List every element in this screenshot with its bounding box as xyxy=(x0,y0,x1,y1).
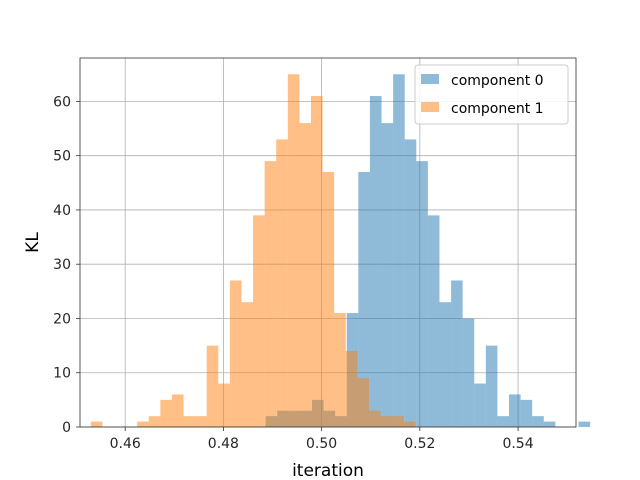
y-axis-label: KL xyxy=(23,232,43,253)
histogram-bar xyxy=(509,394,521,427)
y-tick-label: 20 xyxy=(53,311,71,327)
histogram-bar xyxy=(90,421,103,427)
histogram-bar xyxy=(392,416,404,427)
y-tick-label: 10 xyxy=(53,366,71,382)
histogram-bar xyxy=(218,383,230,427)
x-axis-label: iteration xyxy=(292,461,364,480)
histogram-bar xyxy=(345,351,358,427)
legend: component 0 component 1 xyxy=(414,64,569,125)
x-tick-label: 0.52 xyxy=(404,436,435,452)
histogram-bar xyxy=(183,416,196,427)
histogram-bar xyxy=(520,399,533,427)
histogram-bar xyxy=(229,280,242,427)
histogram-bar xyxy=(474,383,486,427)
histogram-bar xyxy=(451,280,463,427)
x-tick-label: 0.48 xyxy=(208,436,239,452)
histogram-bar xyxy=(148,416,161,427)
legend-swatch xyxy=(421,102,439,112)
histogram-bar xyxy=(195,416,207,427)
histogram-bar xyxy=(368,410,381,427)
histogram-bar xyxy=(171,394,184,427)
y-tick-label: 50 xyxy=(53,149,71,165)
histogram-bar xyxy=(485,345,498,427)
legend-label: component 1 xyxy=(451,101,544,117)
histogram-bar xyxy=(253,215,265,427)
plot-frame xyxy=(79,57,577,428)
histogram-bar xyxy=(380,416,393,427)
histogram-bar xyxy=(287,74,300,427)
histogram-bar xyxy=(160,399,172,427)
histogram-bar xyxy=(357,378,369,427)
histogram-bar xyxy=(393,74,405,427)
histogram-bar xyxy=(439,302,452,427)
histogram-bar xyxy=(322,171,335,427)
series-1-bars xyxy=(90,74,416,427)
histogram-bar xyxy=(264,161,277,427)
histogram-bar xyxy=(427,215,440,427)
histogram-bar xyxy=(497,416,510,427)
legend-box xyxy=(414,64,569,125)
legend-label: component 0 xyxy=(451,73,544,89)
axis-ticks: 0.46 0.48 0.50 0.52 0.54 0 10 20 30 40 50 60 xyxy=(53,94,534,452)
histogram-bars xyxy=(90,74,591,427)
histogram-bar xyxy=(532,416,544,427)
histogram-bar xyxy=(403,421,416,427)
histogram-bar xyxy=(299,123,312,427)
x-tick-label: 0.54 xyxy=(502,436,533,452)
y-tick-label: 60 xyxy=(53,94,71,110)
x-tick-label: 0.50 xyxy=(306,436,337,452)
y-tick-label: 40 xyxy=(53,203,71,219)
histogram-bar xyxy=(358,171,370,427)
histogram-bar xyxy=(276,139,288,427)
histogram-bar xyxy=(206,345,219,427)
histogram-bar xyxy=(311,95,323,427)
legend-swatch xyxy=(421,74,439,84)
histogram-bar xyxy=(578,421,591,427)
x-tick-label: 0.46 xyxy=(110,436,141,452)
y-tick-label: 30 xyxy=(53,257,71,273)
histogram-bar xyxy=(543,421,556,427)
histogram-bar xyxy=(241,302,254,427)
histogram-bar xyxy=(404,139,417,427)
histogram-bar xyxy=(137,421,149,427)
y-tick-label: 0 xyxy=(62,420,71,436)
histogram-bar xyxy=(416,161,428,427)
histogram-bar xyxy=(381,123,394,427)
histogram-bar xyxy=(334,313,346,427)
histogram-bar xyxy=(369,95,382,427)
histogram-bar xyxy=(462,318,475,427)
